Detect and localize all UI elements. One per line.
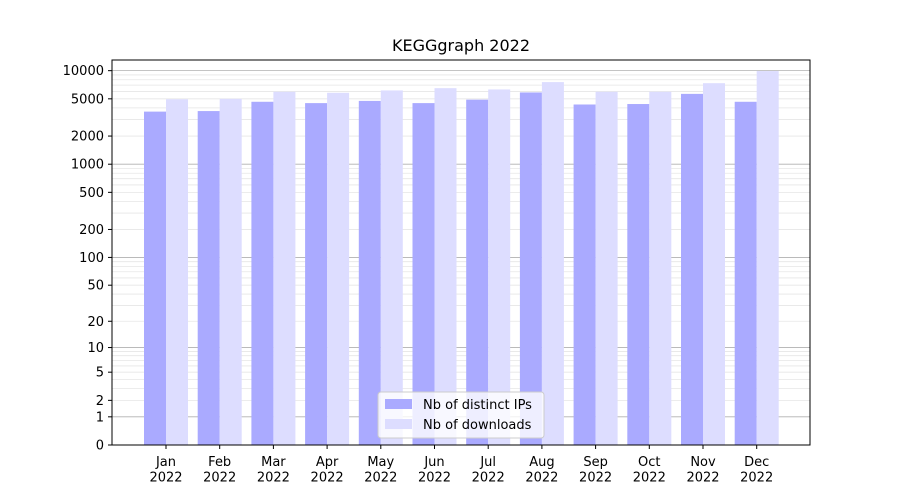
chart-title: KEGGgraph 2022 <box>392 36 530 55</box>
bar-distinct-ips <box>251 101 274 446</box>
bar-distinct-ips <box>197 111 220 445</box>
y-tick-label: 5000 <box>71 92 104 107</box>
y-tick-label: 20 <box>87 315 104 330</box>
bar-distinct-ips <box>734 101 757 446</box>
y-tick-label: 0 <box>96 439 104 454</box>
bar-downloads <box>434 88 457 446</box>
bars <box>144 71 779 446</box>
y-tick-label: 1000 <box>71 158 104 173</box>
legend-box <box>377 391 545 439</box>
x-tick-label: Nov 2022 <box>686 455 719 486</box>
y-tick-label: 100 <box>79 251 104 266</box>
bar-distinct-ips <box>412 103 435 445</box>
legend-label-downloads: Nb of downloads <box>423 418 532 433</box>
legend-swatch-downloads <box>385 419 412 429</box>
x-tick-label: Oct 2022 <box>633 455 666 486</box>
bar-downloads <box>756 71 779 445</box>
bar-distinct-ips <box>681 93 703 446</box>
bar-downloads <box>219 98 242 445</box>
y-tick-label: 500 <box>79 186 104 201</box>
bar-downloads <box>166 99 188 446</box>
x-tick-label: Sep 2022 <box>579 455 612 486</box>
x-tick-label: Feb 2022 <box>203 455 236 486</box>
y-tick-label: 10000 <box>63 64 104 79</box>
bar-downloads <box>703 83 725 445</box>
bar-downloads <box>595 91 618 445</box>
bar-downloads <box>649 91 672 445</box>
y-tick-label: 1 <box>96 410 104 425</box>
bar-distinct-ips <box>573 104 596 445</box>
legend-swatch-distinct-ips <box>385 399 412 409</box>
y-tick-label: 2 <box>96 394 104 409</box>
x-axis-ticks: Jan 2022 Feb 2022 Mar 2022 Apr 2022 May 2022 Jun 20… <box>149 445 773 486</box>
legend: Nb of distinct IPs Nb of downloads <box>377 391 545 439</box>
x-tick-label: Jul 2022 <box>472 455 505 486</box>
bar-downloads <box>327 92 350 445</box>
x-tick-label: Mar 2022 <box>257 455 290 486</box>
y-tick-label: 50 <box>87 279 104 294</box>
bar-distinct-ips <box>466 99 489 446</box>
bar-distinct-ips <box>144 111 166 445</box>
bar-downloads <box>273 91 296 445</box>
x-tick-label: Dec 2022 <box>740 455 773 486</box>
y-tick-label: 10 <box>87 341 104 356</box>
bar-downloads <box>541 82 564 445</box>
x-tick-label: Aug 2022 <box>525 455 558 486</box>
x-tick-label: Jun 2022 <box>418 455 451 486</box>
bar-downloads <box>488 89 511 445</box>
plot-frame <box>111 59 811 446</box>
x-tick-label: Apr 2022 <box>311 455 344 486</box>
bar-distinct-ips <box>519 92 542 445</box>
x-tick-label: May 2022 <box>364 455 397 486</box>
y-axis-ticks: 0 12 5 10 20 50 100 200 500 1000 2000 5000 10000 <box>63 64 112 454</box>
bar-distinct-ips <box>358 100 381 446</box>
bar-distinct-ips <box>627 104 650 445</box>
legend-label-distinct-ips: Nb of distinct IPs <box>423 398 532 413</box>
bar-distinct-ips <box>305 103 328 445</box>
y-tick-label: 5 <box>96 366 104 381</box>
y-tick-label: 200 <box>79 223 104 238</box>
y-tick-label: 2000 <box>71 130 104 145</box>
x-tick-label: Jan 2022 <box>149 455 182 486</box>
bar-downloads <box>380 90 403 445</box>
